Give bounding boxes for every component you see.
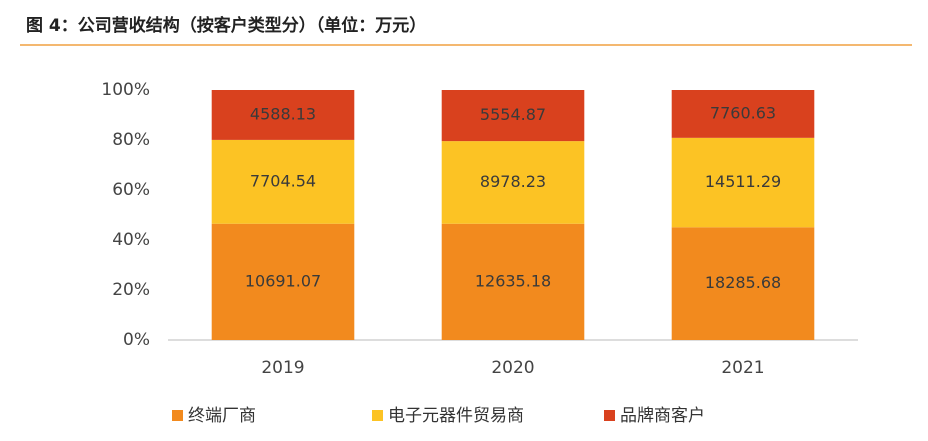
bar-segment: [211, 90, 355, 140]
bar-segment: [441, 223, 585, 340]
bar-segment: [671, 137, 815, 228]
value-label: 4588.13: [250, 104, 316, 123]
value-label: 12635.18: [475, 271, 551, 290]
legend-swatch: [172, 410, 183, 421]
y-tick-label: 20%: [112, 280, 150, 300]
legend-label: 电子元器件贸易商: [388, 406, 524, 426]
y-tick-label: 40%: [112, 230, 150, 250]
value-label: 7704.54: [250, 171, 316, 190]
x-tick-label: 2020: [491, 358, 534, 378]
value-label: 8978.23: [480, 172, 546, 191]
chart-title: 图 4：公司营收结构（按客户类型分）（单位：万元）: [26, 15, 426, 36]
value-label: 14511.29: [705, 172, 781, 191]
value-label: 10691.07: [245, 271, 321, 290]
bar-segment: [671, 90, 815, 138]
y-tick-label: 0%: [123, 330, 150, 350]
value-label: 18285.68: [705, 273, 781, 292]
y-tick-label: 100%: [101, 80, 150, 100]
legend-label: 终端厂商: [188, 406, 256, 426]
value-label: 5554.87: [480, 105, 546, 124]
bar-segment: [441, 90, 585, 142]
bar-segment: [211, 223, 355, 340]
y-tick-label: 80%: [112, 130, 150, 150]
bar-segment: [211, 139, 355, 224]
x-tick-label: 2021: [721, 358, 764, 378]
legend-label: 品牌商客户: [620, 406, 705, 426]
legend-swatch: [604, 410, 615, 421]
y-tick-label: 60%: [112, 180, 150, 200]
legend-swatch: [372, 410, 383, 421]
bar-segment: [671, 227, 815, 340]
value-label: 7760.63: [710, 103, 776, 122]
bar-segment: [441, 141, 585, 224]
x-tick-label: 2019: [261, 358, 304, 378]
